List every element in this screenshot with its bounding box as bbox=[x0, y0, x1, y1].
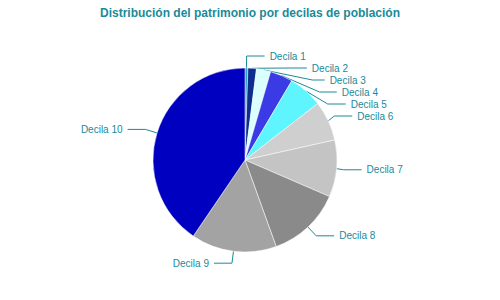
svg-text:Decila 1: Decila 1 bbox=[270, 51, 307, 62]
svg-text:Decila 4: Decila 4 bbox=[342, 87, 379, 98]
svg-text:Decila 9: Decila 9 bbox=[173, 258, 210, 269]
svg-text:Decila 5: Decila 5 bbox=[351, 99, 388, 110]
svg-text:Decila 10: Decila 10 bbox=[81, 124, 123, 135]
svg-text:Decila 6: Decila 6 bbox=[357, 111, 394, 122]
svg-text:Decila 2: Decila 2 bbox=[312, 63, 349, 74]
svg-text:Decila 8: Decila 8 bbox=[339, 230, 376, 241]
svg-text:Decila 3: Decila 3 bbox=[330, 75, 367, 86]
svg-text:Distribución del patrimonio po: Distribución del patrimonio por decilas … bbox=[100, 6, 400, 20]
svg-text:Decila 7: Decila 7 bbox=[367, 164, 404, 175]
